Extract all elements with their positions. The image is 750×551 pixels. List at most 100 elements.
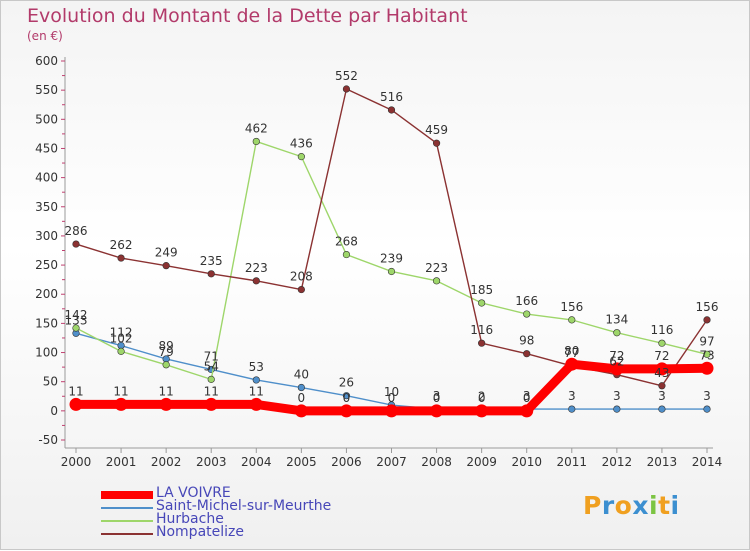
y-tick-label: 600 [35,54,58,68]
data-label-3: 77 [564,346,579,360]
legend-swatch [101,520,153,522]
data-point-2 [478,299,486,307]
y-tick-label: 250 [35,258,58,272]
data-label-0: 0 [523,391,531,405]
data-point-1 [658,405,666,413]
data-label-2: 79 [159,345,174,359]
data-label-1: 2 [478,390,486,404]
data-label-0: 11 [68,384,83,398]
y-tick-label: 50 [43,375,58,389]
data-label-2: 116 [650,323,673,337]
data-point-0 [204,397,218,411]
data-point-2 [297,153,305,161]
data-point-1 [297,383,305,392]
data-point-0 [249,397,263,411]
x-tick-label: 2009 [466,455,497,469]
data-label-2: 239 [380,251,403,265]
data-point-2 [387,267,396,276]
data-point-0 [339,404,353,418]
data-label-1: 26 [339,376,354,390]
y-tick-label: 200 [35,287,58,301]
legend-label: Nompatelize [156,524,244,540]
data-point-2 [252,137,260,146]
data-label-3: 552 [335,69,358,83]
data-point-2 [72,324,80,332]
legend-label: LA VOIVRE [156,485,231,501]
data-point-3 [162,262,170,270]
data-label-1: 3 [658,389,666,403]
x-tick-label: 2003 [196,455,227,469]
data-point-2 [342,250,351,259]
chart-unit-label: (en €) [27,29,63,43]
x-tick-label: 2012 [602,455,633,469]
data-label-2: 54 [204,359,219,373]
x-tick-label: 2004 [241,455,272,469]
data-label-3: 62 [609,355,624,369]
y-tick-label: -50 [38,433,58,447]
data-point-0 [159,397,173,411]
data-point-2 [207,375,215,383]
data-point-3 [523,350,531,358]
data-label-3: 235 [200,254,223,268]
data-point-2 [658,339,666,347]
y-tick-label: 150 [35,316,58,330]
data-label-2: 223 [425,261,448,275]
y-tick-label: 450 [35,141,58,155]
data-label-3: 43 [654,366,669,380]
data-label-0: 0 [433,391,441,405]
data-point-3 [207,270,215,278]
data-label-0: 72 [654,349,669,363]
legend-label: Saint-Michel-sur-Meurthe [156,498,332,514]
data-label-2: 102 [110,331,133,345]
x-tick-label: 2011 [557,455,588,469]
data-label-3: 98 [519,334,534,348]
legend-swatch [101,491,153,499]
data-label-0: 0 [388,391,396,405]
x-tick-label: 2006 [331,455,362,469]
data-label-1: 3 [568,389,576,403]
data-point-1 [252,376,260,384]
data-label-2: 436 [290,137,313,151]
data-label-1: 89 [159,339,174,353]
x-tick-label: 2010 [511,455,542,469]
data-label-3: 459 [425,123,448,137]
x-tick-label: 2014 [692,455,723,469]
data-point-1 [613,405,621,413]
x-tick-label: 2007 [376,455,407,469]
data-point-0 [700,361,714,375]
data-label-3: 208 [290,270,313,284]
data-label-3: 262 [110,238,133,252]
data-label-1: 53 [249,360,264,374]
data-point-1 [342,392,351,400]
data-point-0 [655,362,669,376]
data-label-0: 11 [159,384,174,398]
data-point-2 [568,316,576,324]
data-label-3: 286 [65,224,88,238]
x-tick-label: 2000 [61,455,92,469]
data-point-0 [610,362,624,376]
data-point-0 [385,404,398,418]
data-label-2: 156 [560,300,583,314]
data-label-1: 3 [523,389,531,403]
data-label-2: 97 [699,334,714,348]
data-label-3: 249 [155,246,178,260]
x-tick-label: 2002 [151,455,182,469]
y-tick-label: 550 [35,83,58,97]
data-label-2: 166 [515,294,538,308]
data-point-3 [658,382,666,390]
data-label-0: 11 [249,384,264,398]
data-point-3 [703,316,711,324]
data-point-2 [432,277,441,285]
data-point-3 [478,339,486,347]
data-label-0: 0 [478,391,486,405]
data-point-0 [69,397,83,411]
data-point-3 [117,254,125,262]
data-label-1: 3 [433,389,441,403]
data-label-0: 11 [113,384,128,398]
data-label-0: 0 [298,391,306,405]
proxiti-logo: Proxiti [583,491,680,520]
data-label-1: 10 [384,385,399,399]
x-tick-label: 2005 [286,455,317,469]
y-tick-label: 300 [35,229,58,243]
